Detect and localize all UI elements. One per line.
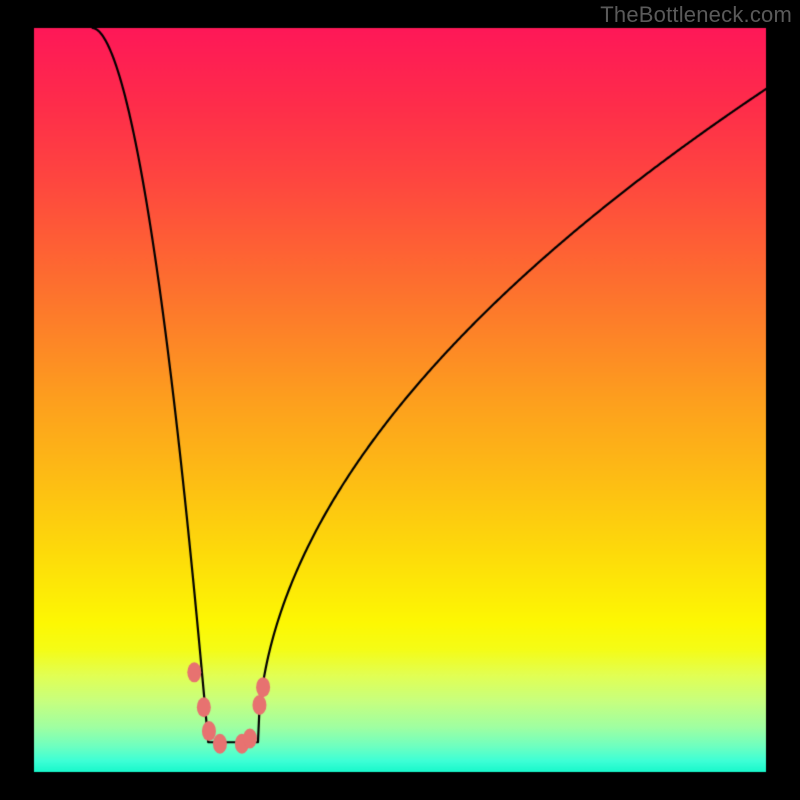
bottleneck-chart: [0, 0, 800, 800]
watermark-text: TheBottleneck.com: [600, 2, 792, 28]
